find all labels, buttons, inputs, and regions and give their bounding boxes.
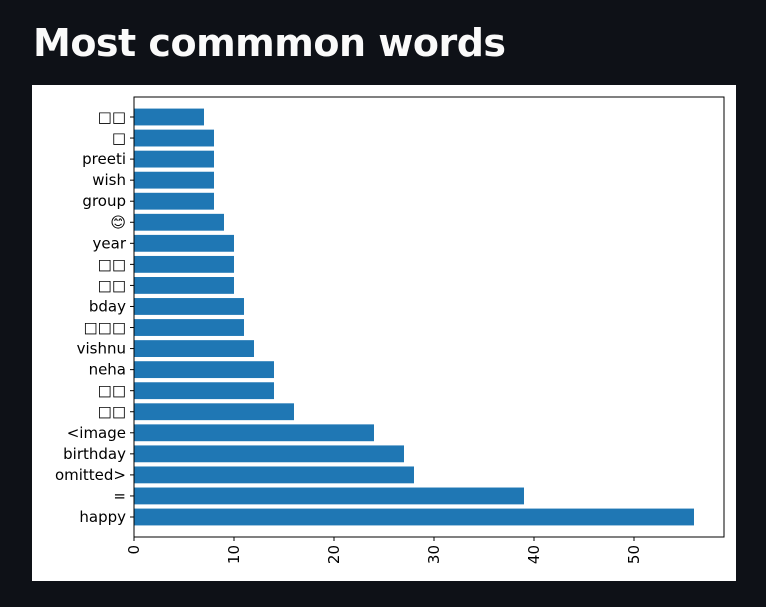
page-title: Most commmon words [33, 21, 506, 65]
bar [134, 298, 244, 315]
bar [134, 150, 214, 168]
y-tick-label: □□ [98, 108, 126, 126]
y-tick-label: preeti [82, 150, 126, 168]
y-tick-label: □□□ [83, 319, 126, 337]
y-tick-label: □□ [98, 255, 126, 273]
y-tick-label: birthday [63, 445, 126, 463]
y-tick-label: 😊 [110, 213, 126, 231]
y-tick-label: vishnu [77, 340, 126, 358]
y-tick-label: <image [67, 424, 126, 442]
bar [134, 445, 404, 463]
plot-frame [133, 96, 725, 538]
x-tick-label: 40 [525, 545, 543, 564]
bar [134, 424, 374, 442]
bar [134, 171, 214, 189]
chart-figure: happy = omitted> birthday <image □□ □□ neha vish… [32, 85, 736, 581]
y-tick-label: group [82, 192, 126, 210]
y-tick-label: □ [112, 129, 126, 147]
y-tick-label: omitted> [55, 466, 126, 484]
bar [134, 340, 254, 357]
bar [134, 213, 224, 231]
y-tick-label: bday [89, 297, 126, 315]
bar [134, 319, 244, 336]
bar [134, 234, 234, 252]
x-tick-label: 30 [425, 545, 443, 564]
x-tick-label: 0 [125, 545, 143, 555]
x-tick-label: 10 [225, 545, 243, 564]
y-tick-label: year [93, 234, 127, 252]
y-tick-label: happy [79, 508, 126, 526]
bar [134, 487, 524, 505]
y-tick-label: □□ [98, 276, 126, 294]
bar [134, 192, 214, 210]
bar [134, 129, 214, 147]
bar [134, 361, 274, 379]
x-tick-label: 50 [625, 545, 643, 564]
bar-chart: happy=omitted>birthday<image□□□□nehavish… [55, 96, 725, 564]
bar [134, 255, 234, 273]
y-tick-label: □□ [98, 382, 126, 400]
y-tick-label: = [113, 487, 126, 505]
bar [134, 108, 204, 126]
bar [134, 466, 414, 484]
y-tick-label: □□ [98, 403, 126, 421]
bar [134, 508, 694, 526]
y-tick-label: wish [92, 171, 126, 189]
x-tick-label: 20 [325, 545, 343, 564]
bar [134, 382, 274, 400]
y-tick-label: neha [89, 361, 126, 379]
bar [134, 403, 294, 421]
bar [134, 277, 234, 294]
